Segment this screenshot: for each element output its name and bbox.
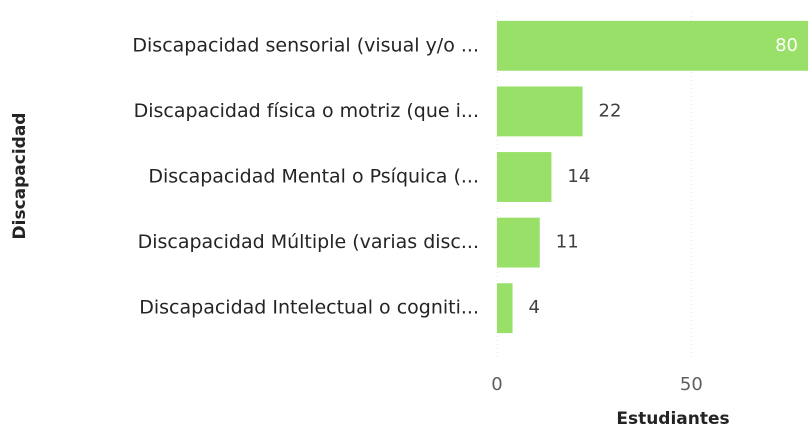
- value-label: 4: [529, 297, 540, 318]
- bar: [497, 20, 808, 71]
- value-label: 11: [556, 232, 579, 253]
- bar: [497, 86, 583, 137]
- bar: [497, 217, 540, 268]
- y-tick-label: Discapacidad Múltiple (varias disc...: [138, 231, 479, 253]
- y-tick-label: Discapacidad física o motriz (que i...: [134, 100, 479, 122]
- value-label: 14: [567, 166, 590, 187]
- y-axis-title: Discapacidad: [10, 113, 30, 240]
- bar: [497, 283, 513, 334]
- x-tick-label: 0: [491, 374, 502, 395]
- value-label: 80: [775, 35, 798, 56]
- x-axis-title: Estudiantes: [616, 409, 729, 429]
- bar: [497, 152, 552, 202]
- value-label: 22: [599, 100, 622, 121]
- y-tick-label: Discapacidad sensorial (visual y/o ...: [132, 34, 479, 56]
- y-tick-label: Discapacidad Intelectual o cogniti...: [139, 297, 479, 319]
- x-tick-label: 50: [680, 374, 703, 395]
- y-tick-label: Discapacidad Mental o Psíquica (...: [148, 166, 479, 188]
